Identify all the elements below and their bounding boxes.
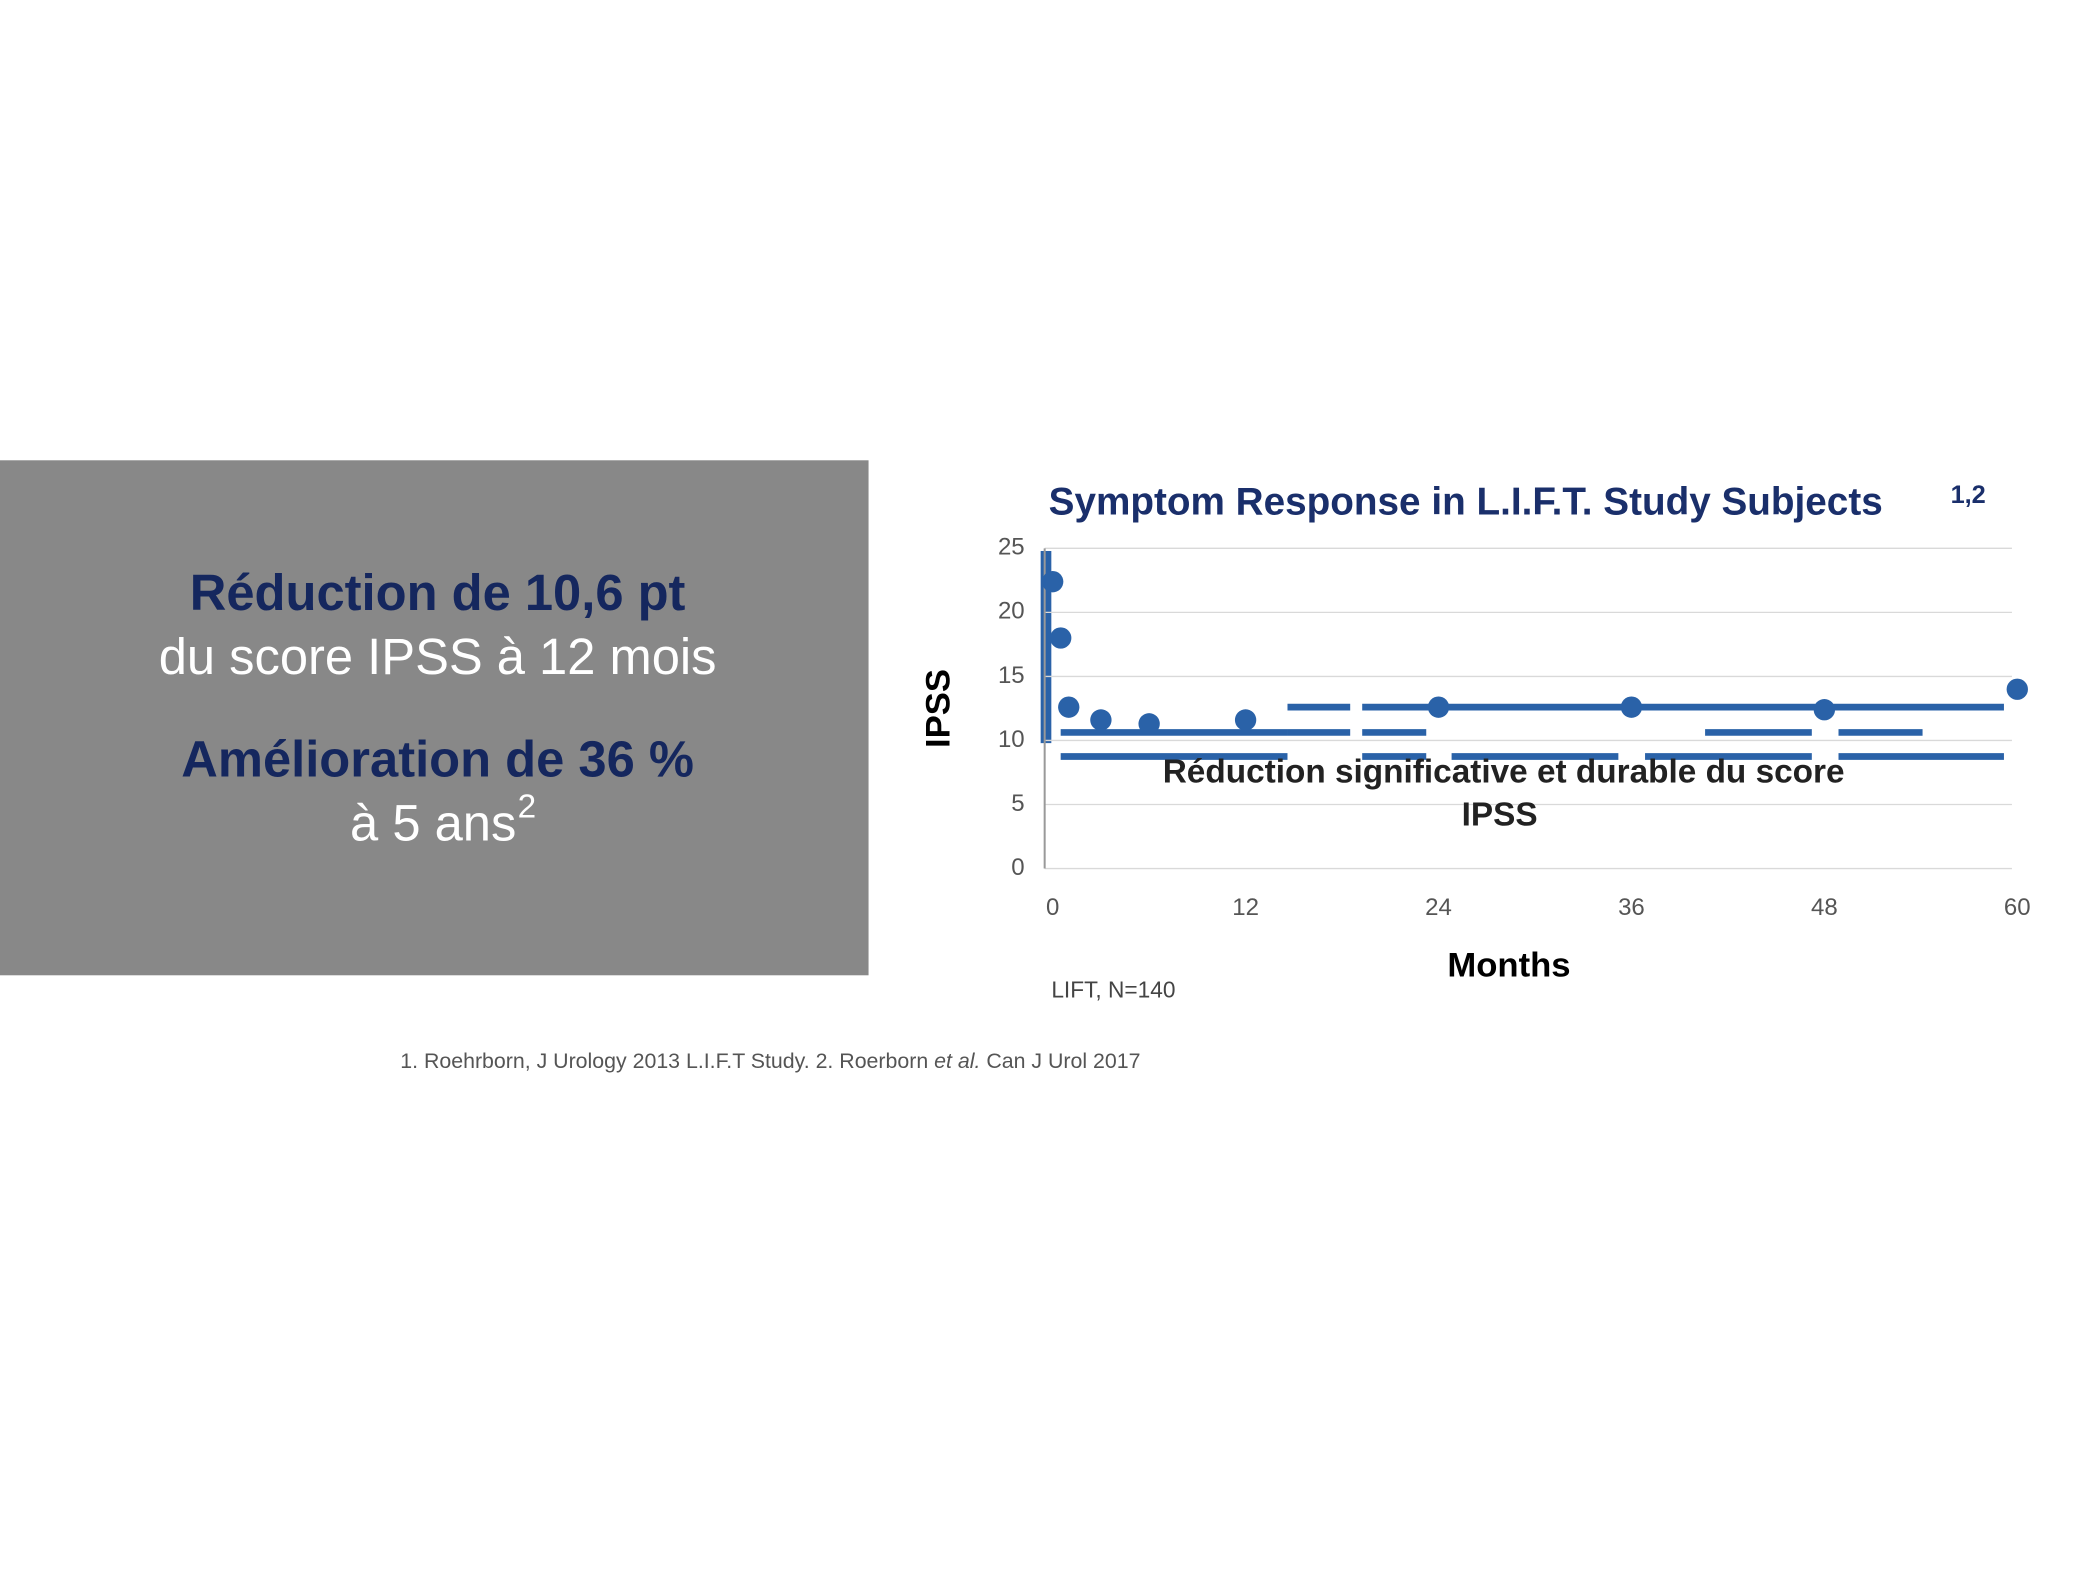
superscript: 2 (518, 788, 537, 825)
point (2006, 678, 2028, 700)
subline: à 5 ans (350, 795, 516, 852)
annotation: Réduction significative et durable du sc… (1163, 754, 1845, 791)
x-tick-label: 24 (1425, 894, 1452, 921)
y-tick-label: 0 (1011, 854, 1024, 881)
x-tick-label: 0 (1046, 894, 1059, 921)
x-tick-label: 36 (1618, 894, 1645, 921)
point (1090, 709, 1112, 731)
point (1620, 696, 1643, 718)
footnote: 1. Roehrborn, J Urology 2013 L.I.F.T Stu… (400, 1049, 1140, 1073)
superscript: 1,2 (1951, 481, 1986, 509)
annotation: IPSS (1462, 796, 1538, 833)
decoration (1040, 551, 2004, 760)
plot: 0 5 10 15 20 25 0 12 24 36 48 60 (998, 534, 2031, 921)
footnote-text: 1. Roehrborn, J Urology 2013 L.I.F.T Stu… (400, 1049, 934, 1073)
y-tick-label: 10 (998, 726, 1025, 753)
subline: du score IPSS à 12 mois (159, 628, 717, 685)
point (1058, 696, 1080, 718)
y-tick-label: 15 (998, 662, 1025, 689)
chart-note: LIFT, N=140 (1051, 976, 1175, 1002)
x-tick-label: 60 (2004, 894, 2031, 921)
x-tick-label: 48 (1811, 894, 1838, 921)
footnote-text: et al. (934, 1049, 980, 1073)
footnote-text: Can J Urol 2017 (980, 1049, 1140, 1073)
y-tick-label: 25 (998, 534, 1025, 561)
point (1041, 570, 1064, 593)
chart-title: Symptom Response in L.I.F.T. Study Subje… (1049, 481, 1883, 524)
x-axis-label: Months (1447, 946, 1570, 984)
point (1427, 696, 1450, 718)
y-tick-label: 5 (1011, 790, 1024, 817)
x-tick-label: 12 (1232, 894, 1259, 921)
point (1050, 627, 1072, 649)
point (1234, 709, 1257, 731)
headline: Réduction de 10,6 pt (190, 564, 686, 621)
point (1813, 699, 1836, 721)
y-tick-label: 20 (998, 598, 1025, 625)
headline: Amélioration de 36 % (181, 731, 694, 788)
text-panel (0, 460, 869, 976)
point (1138, 713, 1160, 735)
y-axis-label: IPSS (920, 669, 958, 748)
